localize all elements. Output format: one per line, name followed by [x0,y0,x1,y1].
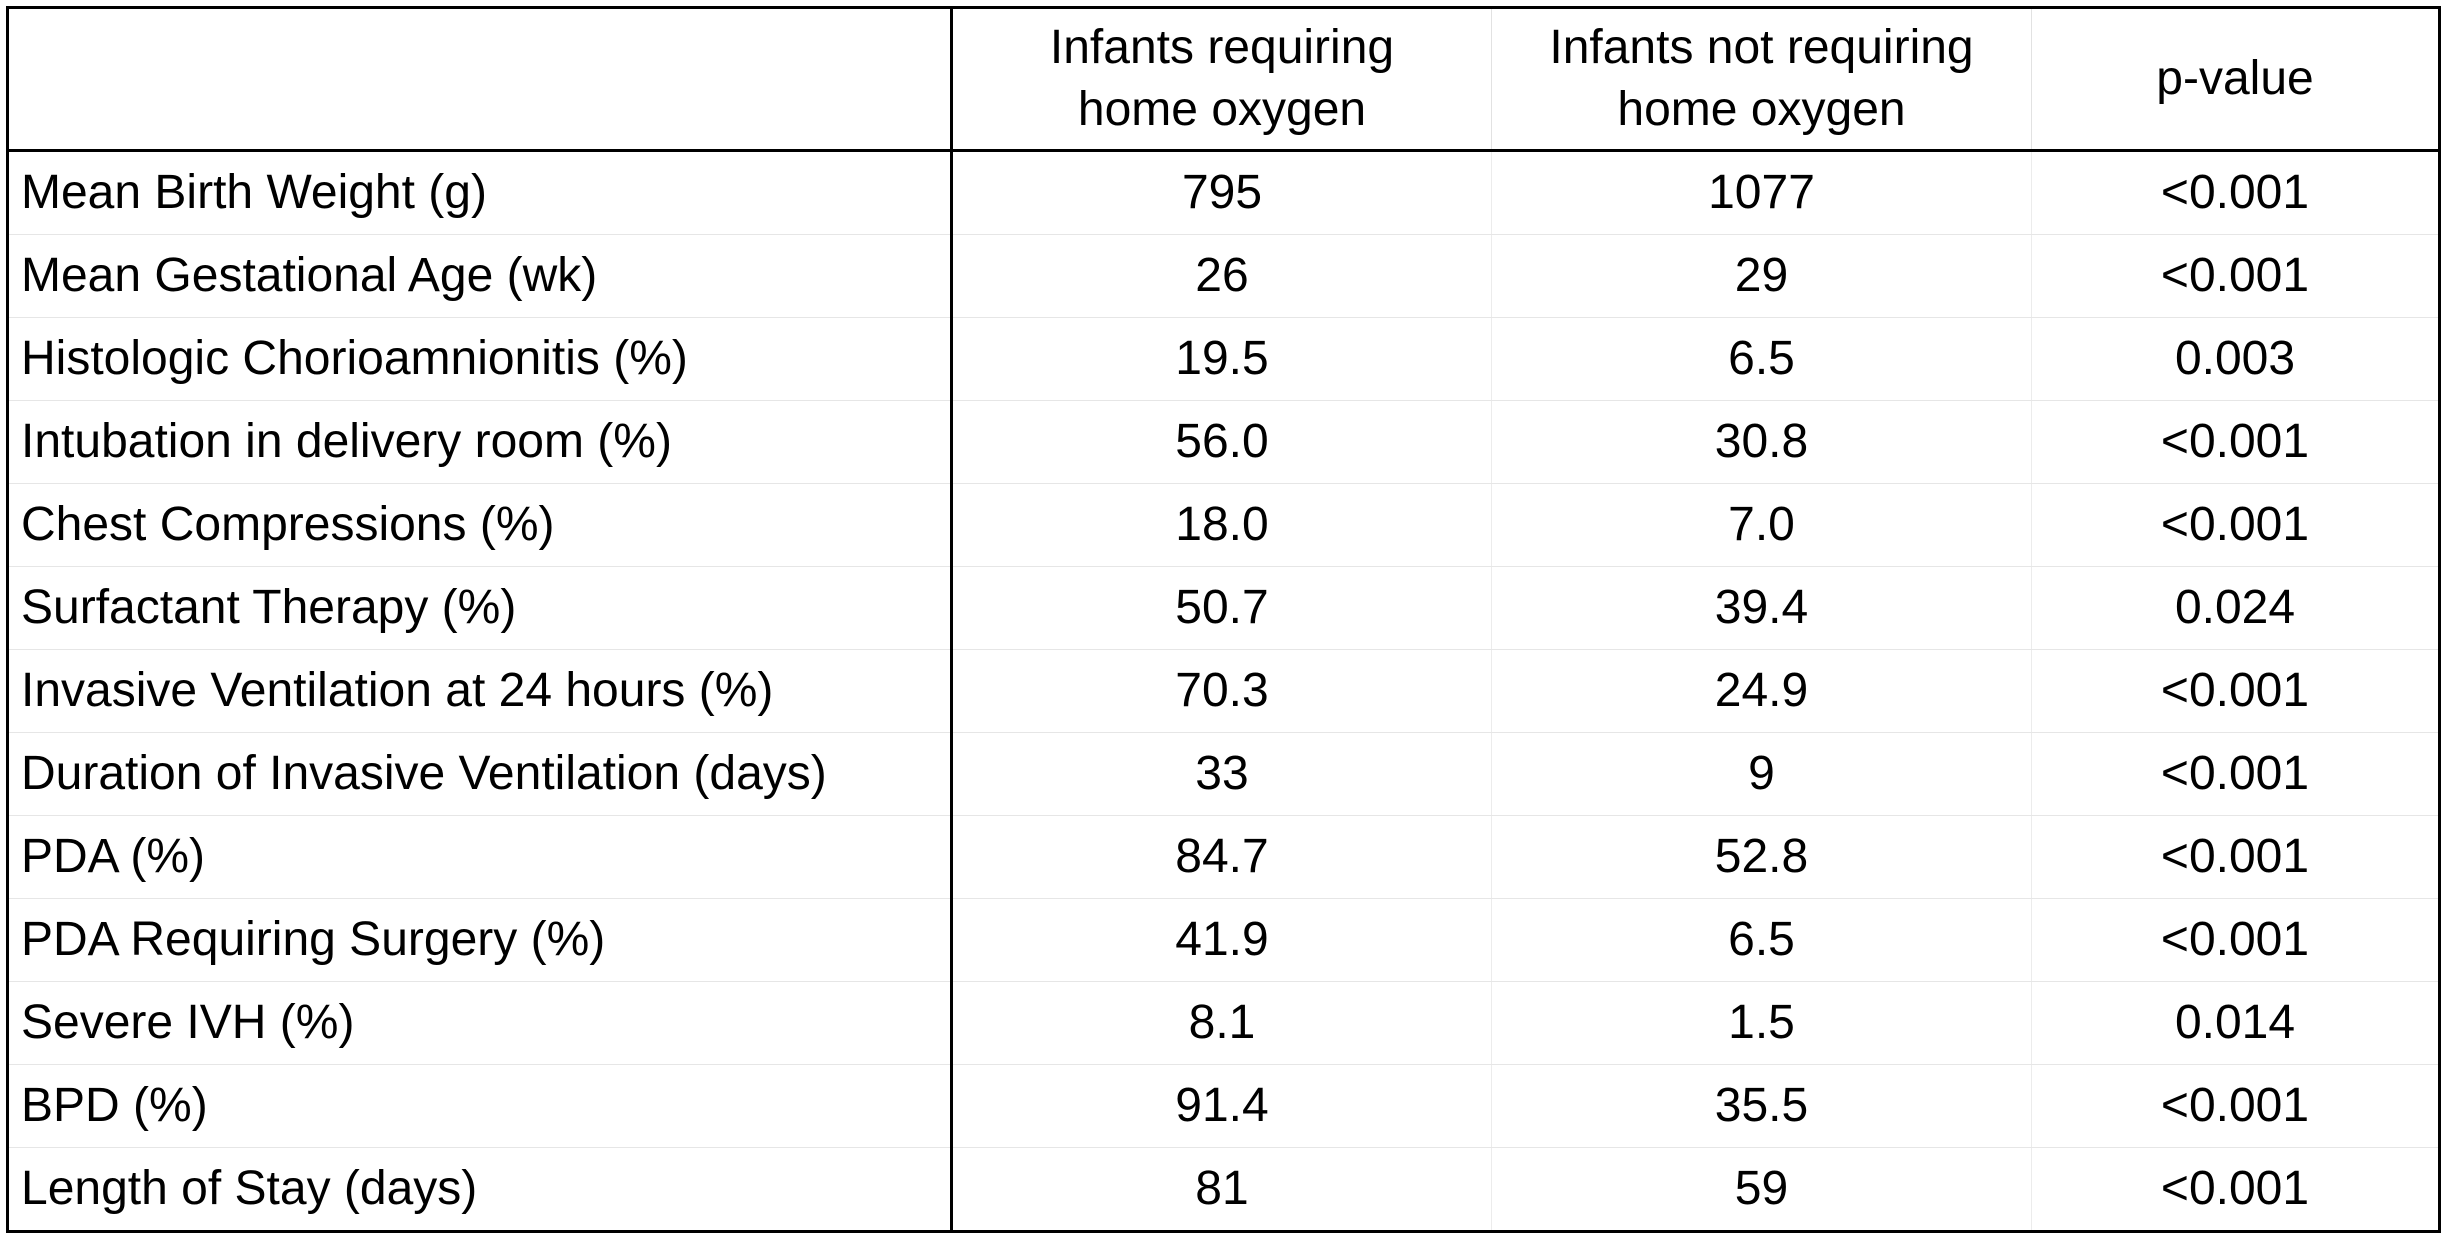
no-home-oxygen-value-cell: 7.0 [1491,483,2032,567]
row-label-cell: Severe IVH (%) [7,981,953,1065]
home-oxygen-value-cell: 50.7 [951,566,1492,650]
home-oxygen-value-cell: 81 [951,1147,1492,1232]
p-value-cell: <0.001 [2031,150,2440,235]
table-row: Severe IVH (%) 8.1 1.5 0.014 [7,981,2440,1065]
no-home-oxygen-value-cell: 59 [1491,1147,2032,1232]
row-label-cell: Intubation in delivery room (%) [7,400,953,484]
header-home-oxygen: Infants requiring home oxygen [951,7,1492,152]
row-label-cell: Chest Compressions (%) [7,483,953,567]
p-value-cell: <0.001 [2031,234,2440,318]
table-body: Mean Birth Weight (g) 795 1077 <0.001 Mean G… [7,150,2440,1232]
row-label-cell: Length of Stay (days) [7,1147,953,1232]
table-header: Infants requiring home oxygen Infants not… [7,7,2440,152]
p-value-cell: 0.024 [2031,566,2440,650]
no-home-oxygen-value-cell: 52.8 [1491,815,2032,899]
p-value-cell: <0.001 [2160,1162,2310,1215]
home-oxygen-value-cell: 56.0 [951,400,1492,484]
no-home-oxygen-value-cell: 1.5 [1491,981,2032,1065]
p-value-cell: <0.001 [2031,483,2440,567]
p-value-cell: <0.001 [2031,649,2440,733]
p-value-cell: 0.014 [2031,981,2440,1065]
home-oxygen-value-cell: 70.3 [951,649,1492,733]
p-value-cell: <0.001 [2031,732,2440,816]
no-home-oxygen-value-cell: 29 [1491,234,2032,318]
row-label-cell: PDA (%) [7,815,953,899]
home-oxygen-value-cell: 41.9 [951,898,1492,982]
table-row: PDA (%) 84.7 52.8 <0.001 [7,815,2440,899]
home-oxygen-value-cell: 19.5 [951,317,1492,401]
p-value-cell: <0.001 [2031,1064,2440,1148]
table-row: BPD (%) 91.4 35.5 <0.001 [7,1064,2440,1148]
row-label-cell: Mean Gestational Age (wk) [7,234,953,318]
p-value-cell: 0.003 [2031,317,2440,401]
row-label-cell: PDA Requiring Surgery (%) [7,898,953,982]
home-oxygen-value-cell: 84.7 [951,815,1492,899]
table-row: Chest Compressions (%) 18.0 7.0 <0.001 [7,483,2440,567]
home-oxygen-value-cell: 26 [951,234,1492,318]
no-home-oxygen-value-cell: 35.5 [1491,1064,2032,1148]
no-home-oxygen-value-cell: 6.5 [1491,317,2032,401]
table-row: Surfactant Therapy (%) 50.7 39.4 0.024 [7,566,2440,650]
header-blank-cell [7,7,953,152]
home-oxygen-value-cell: 91.4 [951,1064,1492,1148]
table-row: Invasive Ventilation at 24 hours (%) 70.3… [7,649,2440,733]
row-label-cell: Duration of Invasive Ventilation (days) [7,732,953,816]
no-home-oxygen-value-cell: 30.8 [1491,400,2032,484]
table-row: PDA Requiring Surgery (%) 41.9 6.5 <0.001 [7,898,2440,982]
table-row: Mean Birth Weight (g) 795 1077 <0.001 [7,150,2440,235]
header-row: Infants requiring home oxygen Infants not… [7,7,2440,152]
no-home-oxygen-value-cell: 9 [1491,732,2032,816]
home-oxygen-value-cell: 8.1 [951,981,1492,1065]
no-home-oxygen-value-cell: 6.5 [1491,898,2032,982]
home-oxygen-value-cell: 795 [951,150,1492,235]
row-label-cell: BPD (%) [7,1064,953,1148]
table-row: Length of Stay (days) 81 59 <0.001 [7,1147,2440,1232]
table-row: Intubation in delivery room (%) 56.0 30.8 <… [7,400,2440,484]
row-label-cell: Mean Birth Weight (g) [7,150,953,235]
header-p-value: p-value [2031,7,2440,152]
row-label-cell: Histologic Chorioamnionitis (%) [7,317,953,401]
home-oxygen-value-cell: 33 [951,732,1492,816]
no-home-oxygen-value-cell: 39.4 [1491,566,2032,650]
row-label-cell: Invasive Ventilation at 24 hours (%) [7,649,953,733]
home-oxygen-value-cell: 18.0 [951,483,1492,567]
table-row: Histologic Chorioamnionitis (%) 19.5 6.5 0.… [7,317,2440,401]
p-value-cell: <0.001 [2031,898,2440,982]
no-home-oxygen-value-cell: 24.9 [1491,649,2032,733]
p-value-cell: <0.001 [2031,815,2440,899]
p-value-cell: <0.001 [2031,400,2440,484]
header-no-home-oxygen: Infants not requiring home oxygen [1491,7,2032,152]
table-row: Mean Gestational Age (wk) 26 29 <0.001 [7,234,2440,318]
table-row: Duration of Invasive Ventilation (days) 3… [7,732,2440,816]
comparison-table: Infants requiring home oxygen Infants not… [6,6,2441,1233]
row-label-cell: Surfactant Therapy (%) [7,566,953,650]
no-home-oxygen-value-cell: 1077 [1491,150,2032,235]
